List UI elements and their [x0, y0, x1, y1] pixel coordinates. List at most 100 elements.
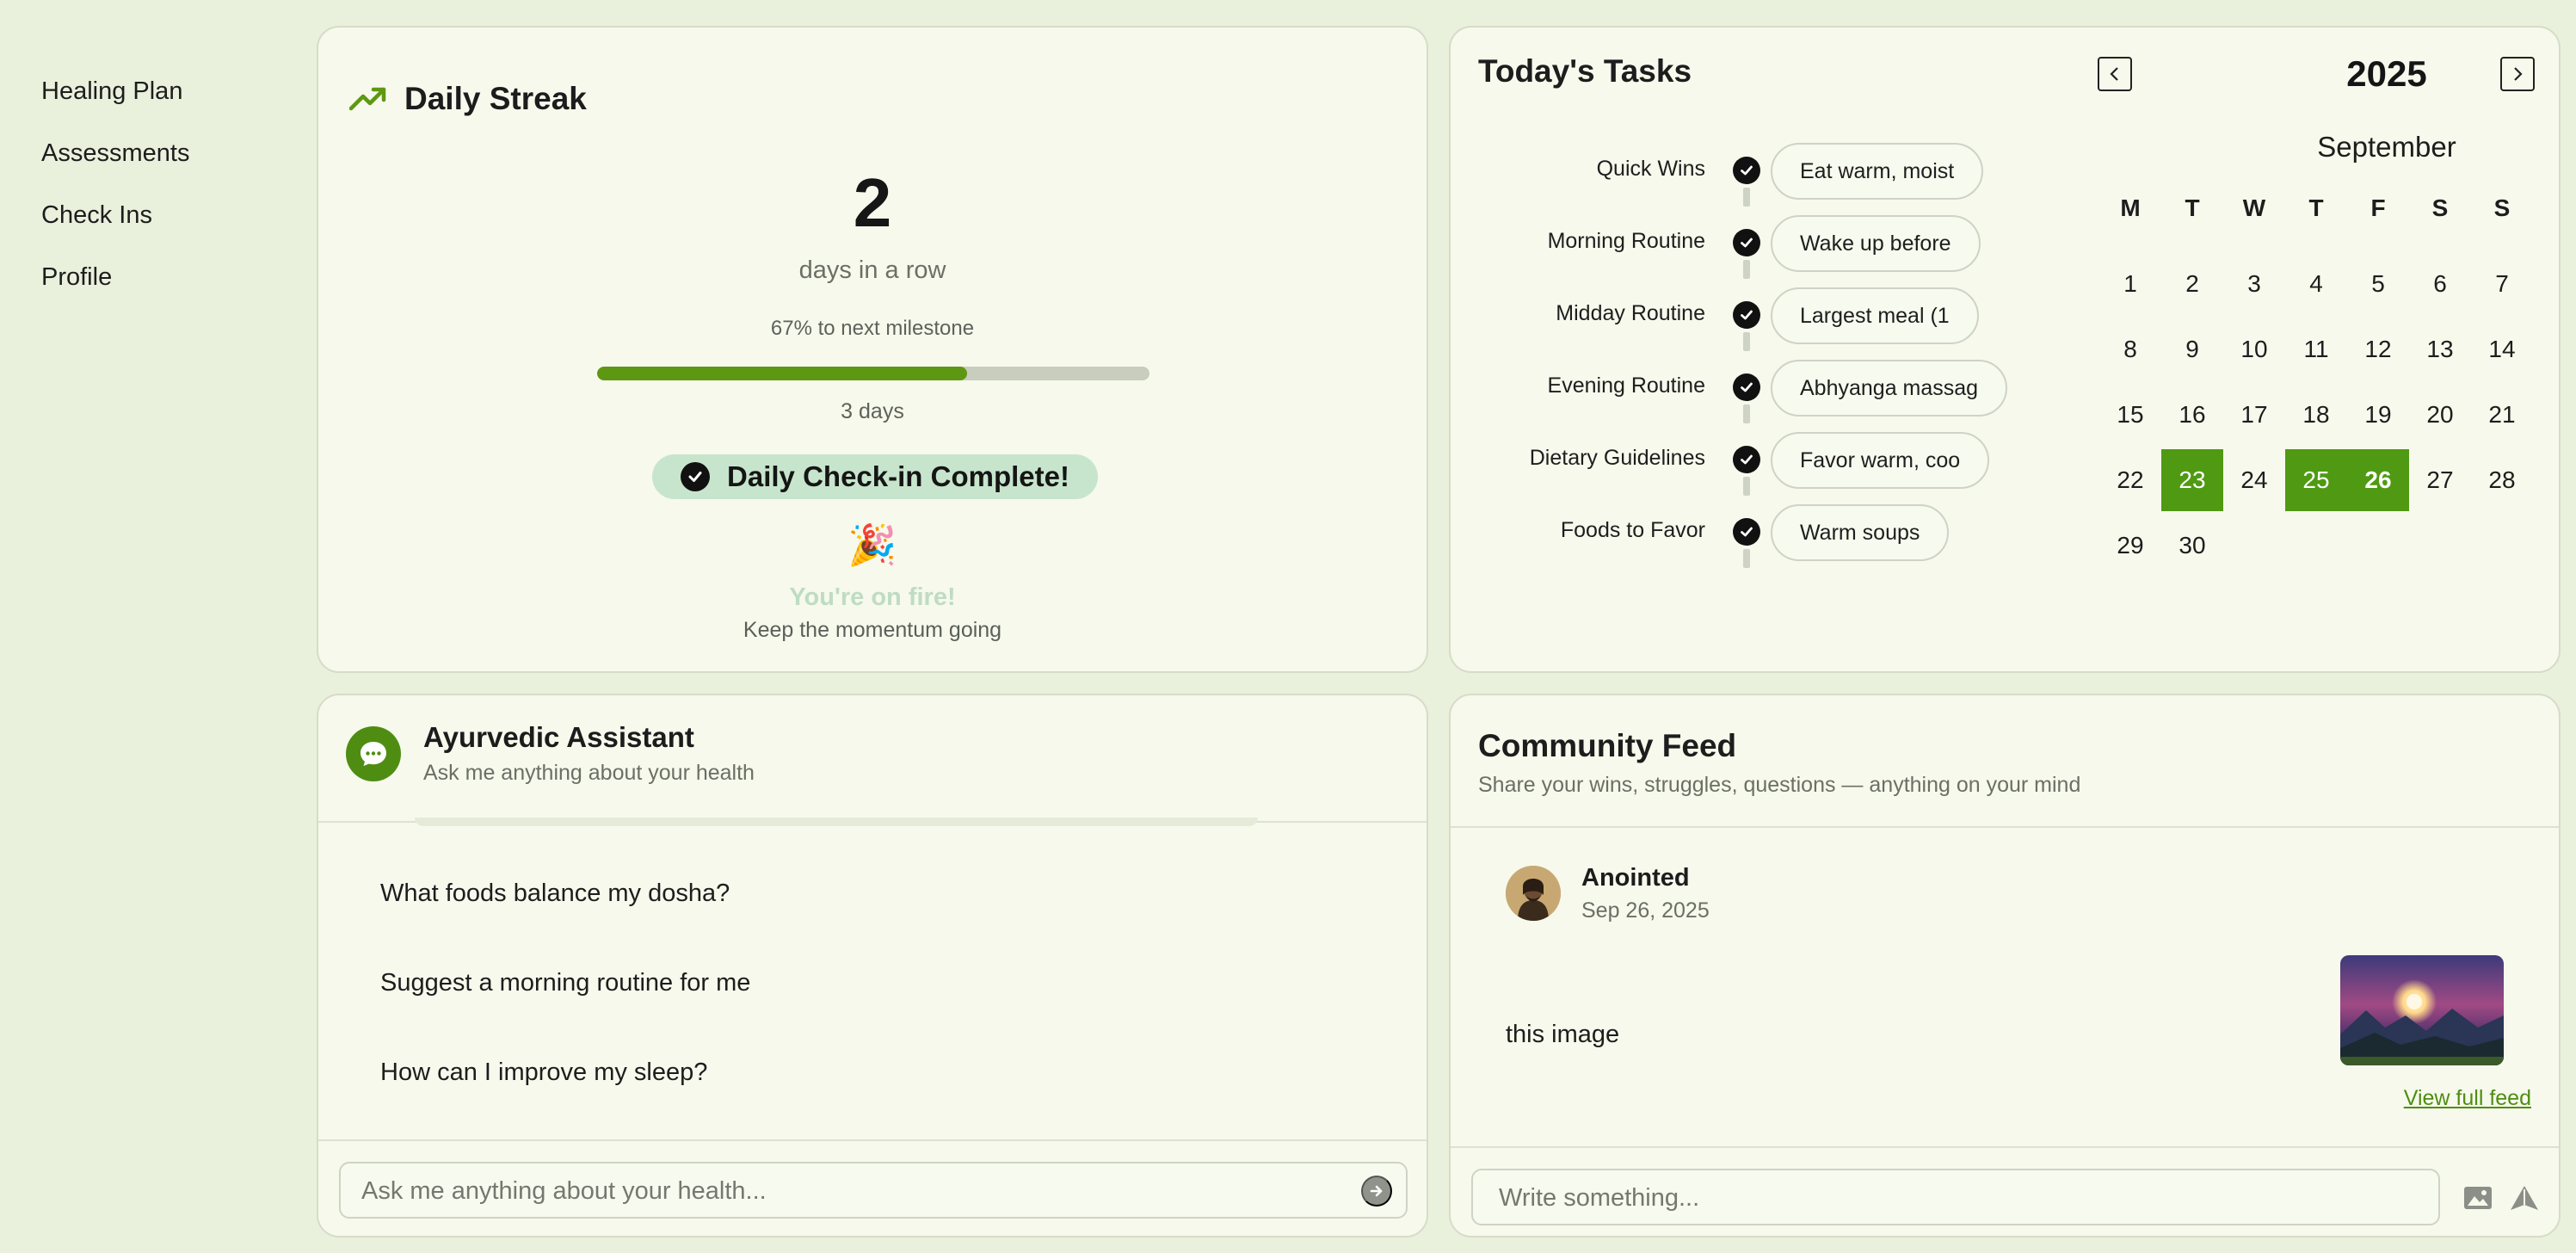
task-pill[interactable]: Largest meal (1: [1771, 287, 1979, 344]
calendar-day[interactable]: 8: [2123, 336, 2137, 362]
timeline-connector: [1743, 260, 1750, 279]
assistant-title: Ayurvedic Assistant: [423, 721, 694, 753]
calendar-day[interactable]: 22: [2117, 466, 2144, 493]
check-circle-icon[interactable]: [1733, 518, 1760, 546]
assistant-header: Ayurvedic Assistant Ask me anything abou…: [346, 721, 755, 786]
assistant-card: Ayurvedic Assistant Ask me anything abou…: [317, 694, 1428, 1238]
todays-tasks-card: Today's Tasks Quick Wins Eat warm, moist M…: [1449, 26, 2561, 673]
image-upload-icon[interactable]: [2461, 1182, 2495, 1213]
calendar-weekday: T: [2185, 194, 2200, 221]
check-circle-icon[interactable]: [1733, 446, 1760, 473]
streak-count-label: days in a row: [798, 256, 946, 284]
suggestion-dosha-foods[interactable]: What foods balance my dosha?: [380, 880, 730, 907]
calendar-day[interactable]: 27: [2426, 466, 2454, 493]
view-full-feed-link[interactable]: View full feed: [2403, 1086, 2531, 1110]
calendar-day[interactable]: 10: [2240, 336, 2268, 362]
send-button[interactable]: [1361, 1176, 1392, 1207]
calendar-day[interactable]: 2: [2185, 270, 2199, 297]
chat-bubble-icon: [346, 725, 401, 781]
calendar-day[interactable]: 21: [2488, 401, 2516, 428]
divider: [1451, 1146, 2559, 1148]
calendar-month: September: [2317, 131, 2456, 163]
task-pill[interactable]: Favor warm, coo: [1771, 432, 1990, 489]
sidebar: Healing Plan Assessments Check Ins Profi…: [41, 72, 189, 320]
send-post-icon[interactable]: [2507, 1182, 2542, 1213]
divider: [318, 1139, 1427, 1141]
party-popper-icon: 🎉: [847, 522, 897, 567]
calendar-day[interactable]: 25: [2285, 449, 2347, 511]
calendar-day[interactable]: 5: [2371, 270, 2385, 297]
assistant-input-box: [339, 1162, 1408, 1219]
check-circle-icon[interactable]: [1733, 229, 1760, 256]
task-pill[interactable]: Eat warm, moist: [1771, 143, 1984, 200]
post-image[interactable]: [2340, 955, 2504, 1065]
feed-input-box: [1471, 1169, 2440, 1225]
tasks-title: Today's Tasks: [1478, 53, 1692, 89]
avatar[interactable]: [1506, 866, 1561, 921]
task-row: Quick Wins Eat warm, moist: [1451, 143, 2053, 217]
task-pill[interactable]: Wake up before: [1771, 215, 1981, 272]
assistant-input[interactable]: [361, 1172, 1351, 1210]
task-category-label: Evening Routine: [1547, 373, 1705, 398]
streak-count: 2: [853, 164, 892, 241]
suggestion-morning-routine[interactable]: Suggest a morning routine for me: [380, 969, 751, 997]
calendar-day[interactable]: 17: [2240, 401, 2268, 428]
calendar-grid: M T W T F S S 1 2 3 4 5 6 7 8 9 10 11 12 13 14 15 16 17 18 19 20 21…: [2099, 188, 2535, 580]
calendar-day[interactable]: 6: [2433, 270, 2447, 297]
calendar-day[interactable]: 23: [2161, 449, 2223, 511]
milestone-percent: 67% to next milestone: [770, 317, 975, 340]
calendar-day[interactable]: 3: [2247, 270, 2261, 297]
task-category-label: Dietary Guidelines: [1529, 446, 1705, 470]
calendar-day[interactable]: 9: [2185, 336, 2199, 362]
check-circle-icon[interactable]: [1733, 373, 1760, 401]
post-author[interactable]: Anointed: [1581, 864, 1690, 892]
feed-post-input[interactable]: [1499, 1179, 2411, 1217]
calendar-day[interactable]: 24: [2240, 466, 2268, 493]
calendar-day[interactable]: 11: [2303, 336, 2329, 362]
task-pill[interactable]: Abhyanga massag: [1771, 360, 2008, 417]
task-row: Dietary Guidelines Favor warm, coo: [1451, 432, 2053, 506]
calendar-day[interactable]: 13: [2426, 336, 2454, 362]
calendar-day[interactable]: 12: [2364, 336, 2392, 362]
sidebar-item-assessments[interactable]: Assessments: [41, 139, 190, 167]
arrow-right-icon: [1370, 1185, 1383, 1197]
checkin-complete-badge: Daily Check-in Complete!: [652, 454, 1098, 499]
timeline-connector: [1743, 332, 1750, 351]
calendar-day[interactable]: 19: [2364, 401, 2392, 428]
check-circle-icon[interactable]: [1733, 301, 1760, 329]
calendar-year: 2025: [2346, 53, 2427, 94]
scroll-shadow: [415, 818, 1258, 826]
task-category-label: Morning Routine: [1547, 229, 1705, 253]
sidebar-item-healing-plan[interactable]: Healing Plan: [41, 77, 183, 105]
fire-subtitle: Keep the momentum going: [743, 618, 1002, 642]
check-circle-icon[interactable]: [1733, 157, 1760, 184]
calendar-day[interactable]: 15: [2117, 401, 2144, 428]
calendar-next-button[interactable]: [2500, 57, 2535, 91]
calendar-day[interactable]: 1: [2123, 270, 2137, 297]
calendar-day[interactable]: 30: [2179, 532, 2206, 559]
milestone-target: 3 days: [841, 399, 904, 423]
milestone-progress-fill: [597, 367, 968, 380]
calendar-day[interactable]: 18: [2302, 401, 2330, 428]
sidebar-item-check-ins[interactable]: Check Ins: [41, 201, 152, 229]
calendar-day[interactable]: 14: [2488, 336, 2516, 362]
calendar-day[interactable]: 29: [2117, 532, 2144, 559]
task-pill[interactable]: Warm soups: [1771, 504, 1950, 561]
calendar-day[interactable]: 28: [2488, 466, 2516, 493]
assistant-subtitle: Ask me anything about your health: [423, 761, 755, 785]
calendar-day[interactable]: 16: [2179, 401, 2206, 428]
sidebar-item-profile[interactable]: Profile: [41, 263, 113, 291]
milestone-progress-bar: [597, 367, 1149, 380]
trending-up-icon: [349, 87, 386, 111]
task-row: Foods to Favor Warm soups: [1451, 504, 2053, 578]
daily-streak-card: Daily Streak 2 days in a row 67% to next…: [317, 26, 1428, 673]
calendar-day[interactable]: 4: [2309, 270, 2323, 297]
calendar-day[interactable]: 7: [2495, 270, 2509, 297]
task-category-label: Quick Wins: [1596, 157, 1705, 181]
suggestion-improve-sleep[interactable]: How can I improve my sleep?: [380, 1059, 708, 1086]
timeline-connector: [1743, 404, 1750, 423]
calendar-prev-button[interactable]: [2098, 57, 2132, 91]
calendar-day[interactable]: 20: [2426, 401, 2454, 428]
checkin-complete-text: Daily Check-in Complete!: [727, 460, 1069, 492]
calendar-day[interactable]: 26: [2347, 449, 2409, 511]
